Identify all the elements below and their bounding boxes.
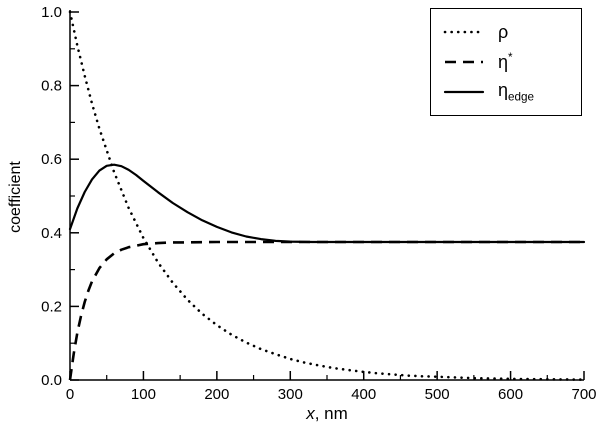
series-eta-edge-line — [68, 163, 586, 244]
series-rho-line — [68, 10, 586, 381]
x-tick-label: 100 — [131, 386, 156, 403]
y-tick-label: 0.2 — [41, 298, 62, 315]
y-tick-label: 0.0 — [41, 372, 62, 389]
y-tick-label: 0.8 — [41, 78, 62, 95]
legend-item-rho: ρ — [443, 17, 577, 47]
x-tick-label: 400 — [351, 386, 376, 403]
legend-item-eta-edge: ηedge — [443, 77, 577, 107]
legend-box: ρ η* ηedge — [430, 8, 582, 116]
legend-label-eta-star: η* — [498, 51, 513, 72]
series-eta-star-line — [68, 240, 584, 381]
y-tick-label: 0.4 — [41, 225, 62, 242]
y-tick-label: 1.0 — [41, 4, 62, 21]
legend-label-eta-edge: ηedge — [498, 80, 535, 104]
x-tick-label: 700 — [571, 386, 596, 403]
x-axis-title-unit: , nm — [314, 404, 348, 423]
legend-line-solid — [443, 90, 485, 94]
x-axis-title-variable: x — [306, 404, 315, 423]
legend-item-eta-star: η* — [443, 47, 577, 77]
y-tick-label: 0.6 — [41, 151, 62, 168]
x-tick-label: 300 — [278, 386, 303, 403]
x-tick-label: 500 — [425, 386, 450, 403]
legend-line-dashed — [445, 60, 483, 64]
x-axis-title: x, nm — [70, 404, 584, 424]
y-axis-title: coefficient — [7, 155, 25, 239]
legend-line-dotted — [443, 30, 485, 34]
x-tick-label: 0 — [66, 386, 74, 403]
y-axis-title-text: coefficient — [7, 161, 24, 233]
x-tick-label: 600 — [498, 386, 523, 403]
x-tick-label: 200 — [204, 386, 229, 403]
legend-label-rho: ρ — [498, 21, 509, 42]
